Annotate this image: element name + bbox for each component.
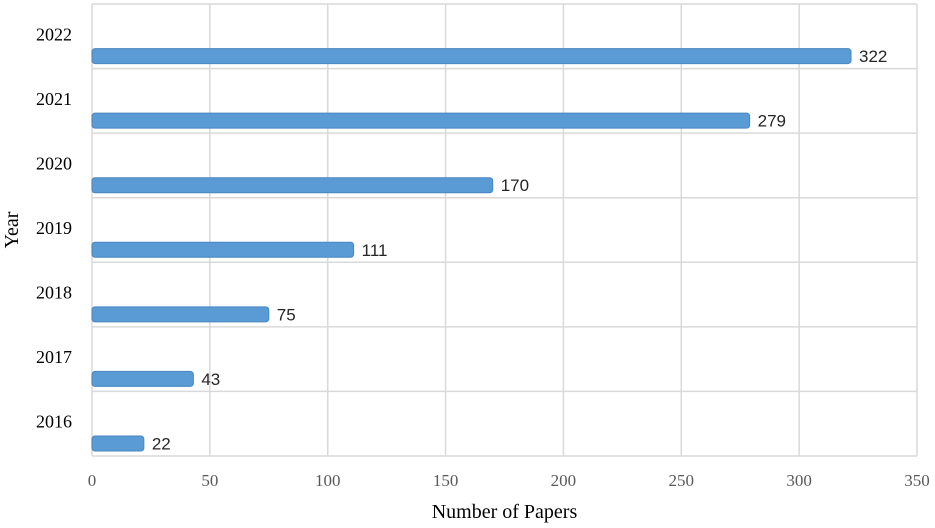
x-tick-label: 300 [786, 471, 812, 490]
data-label-2021: 279 [758, 112, 786, 131]
data-label-2022: 322 [859, 47, 887, 66]
x-axis-title: Number of Papers [432, 501, 578, 523]
bar-2017 [91, 370, 194, 387]
chart-bars [91, 48, 852, 452]
x-tick-label: 50 [201, 471, 218, 490]
y-axis-categories: 2016 2017 2018 2019 2020 2021 2022 [36, 24, 72, 431]
category-label-2016: 2016 [36, 412, 72, 432]
bar-2018 [91, 306, 270, 323]
x-tick-label: 200 [551, 471, 577, 490]
category-label-2017: 2017 [36, 347, 72, 367]
bar-2021 [91, 112, 751, 129]
data-label-2020: 170 [501, 176, 529, 195]
x-tick-label: 100 [315, 471, 341, 490]
chart-grid [91, 3, 918, 457]
x-tick-label: 250 [669, 471, 695, 490]
chart-data-labels: 22 43 75 111 170 279 322 [152, 47, 888, 453]
x-tick-label: 150 [433, 471, 459, 490]
x-tick-label: 350 [904, 471, 930, 490]
bar-2016 [91, 435, 145, 452]
category-label-2022: 2022 [36, 24, 72, 44]
data-label-2017: 43 [201, 370, 220, 389]
category-label-2020: 2020 [36, 153, 72, 173]
data-label-2019: 111 [362, 241, 388, 260]
category-label-2021: 2021 [36, 89, 72, 109]
x-tick-label: 0 [88, 471, 97, 490]
category-label-2018: 2018 [36, 283, 72, 303]
bar-2019 [91, 241, 355, 258]
bar-2020 [91, 177, 494, 194]
bar-2022 [91, 48, 852, 65]
data-label-2016: 22 [152, 435, 171, 454]
y-axis-title: Year [1, 211, 23, 248]
category-label-2019: 2019 [36, 218, 72, 238]
data-label-2018: 75 [277, 305, 296, 324]
x-axis-ticks: 0 50 100 150 200 250 300 350 [88, 471, 930, 490]
